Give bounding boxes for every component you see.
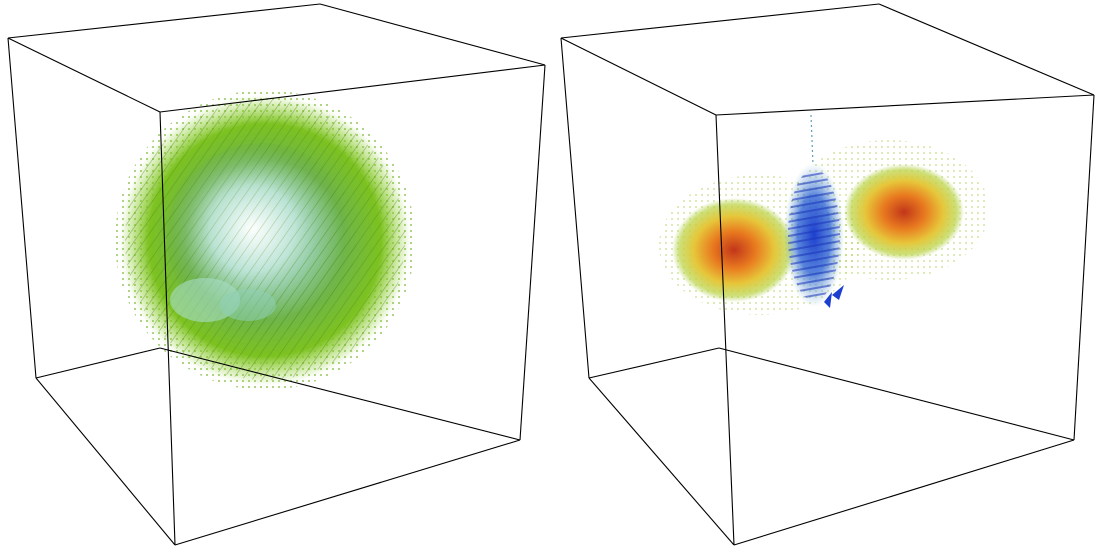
left-bounding-box-front — [7, 37, 546, 546]
left-panel — [7, 3, 546, 546]
left-lobe — [672, 198, 796, 302]
dipole-vector-field — [659, 114, 989, 315]
left-bounding-box-back — [7, 3, 546, 379]
right-bounding-box-back — [560, 3, 1095, 379]
right-lobe — [844, 164, 964, 260]
spherical-vector-field — [115, 90, 415, 390]
right-panel-canvas — [560, 3, 1095, 546]
left-panel-canvas — [7, 3, 546, 546]
right-panel — [549, 0, 1099, 550]
right-bounding-box-front — [560, 37, 1095, 546]
